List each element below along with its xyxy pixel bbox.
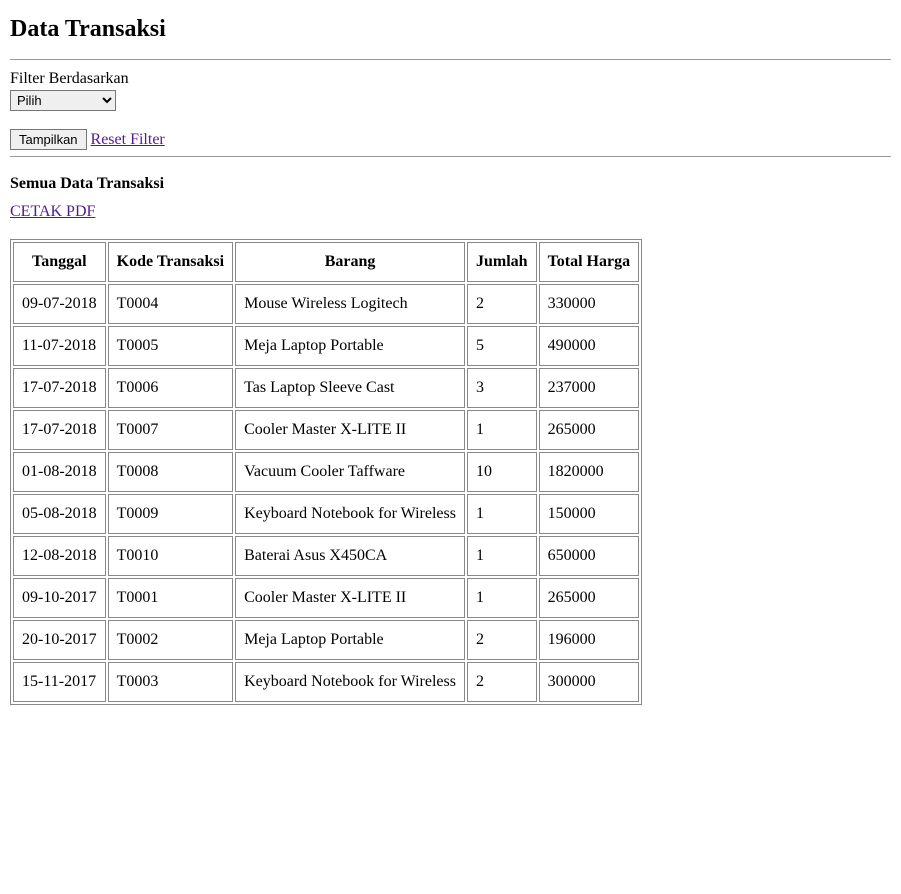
table-cell: 196000 (539, 620, 640, 660)
table-cell: 05-08-2018 (13, 494, 106, 534)
table-cell: 265000 (539, 410, 640, 450)
table-cell: 15-11-2017 (13, 662, 106, 702)
table-cell: Meja Laptop Portable (235, 620, 465, 660)
table-cell: Cooler Master X-LITE II (235, 410, 465, 450)
col-kode-transaksi: Kode Transaksi (108, 242, 233, 282)
table-row: 05-08-2018T0009Keyboard Notebook for Wir… (13, 494, 639, 534)
table-row: 09-10-2017T0001Cooler Master X-LITE II12… (13, 578, 639, 618)
show-button[interactable]: Tampilkan (10, 129, 87, 150)
table-cell: Baterai Asus X450CA (235, 536, 465, 576)
table-cell: T0002 (108, 620, 233, 660)
table-cell: 01-08-2018 (13, 452, 106, 492)
table-cell: 1 (467, 578, 537, 618)
col-tanggal: Tanggal (13, 242, 106, 282)
filter-label: Filter Berdasarkan (10, 70, 891, 88)
table-cell: Meja Laptop Portable (235, 326, 465, 366)
divider (10, 156, 891, 157)
table-cell: 1 (467, 494, 537, 534)
table-cell: 1 (467, 536, 537, 576)
table-cell: 3 (467, 368, 537, 408)
table-cell: 17-07-2018 (13, 410, 106, 450)
table-cell: 150000 (539, 494, 640, 534)
col-jumlah: Jumlah (467, 242, 537, 282)
table-row: 01-08-2018T0008Vacuum Cooler Taffware101… (13, 452, 639, 492)
table-row: 17-07-2018T0006Tas Laptop Sleeve Cast323… (13, 368, 639, 408)
table-body: 09-07-2018T0004Mouse Wireless Logitech23… (13, 284, 639, 702)
transactions-table: Tanggal Kode Transaksi Barang Jumlah Tot… (10, 239, 642, 705)
table-row: 12-08-2018T0010Baterai Asus X450CA165000… (13, 536, 639, 576)
table-cell: 12-08-2018 (13, 536, 106, 576)
col-total-harga: Total Harga (539, 242, 640, 282)
table-row: 15-11-2017T0003Keyboard Notebook for Wir… (13, 662, 639, 702)
table-cell: 330000 (539, 284, 640, 324)
table-cell: T0008 (108, 452, 233, 492)
table-cell: Tas Laptop Sleeve Cast (235, 368, 465, 408)
table-row: 11-07-2018T0005Meja Laptop Portable54900… (13, 326, 639, 366)
page-title: Data Transaksi (10, 16, 891, 43)
filter-select[interactable]: Pilih (10, 90, 116, 111)
table-cell: T0003 (108, 662, 233, 702)
table-cell: 2 (467, 662, 537, 702)
divider (10, 59, 891, 60)
table-cell: 300000 (539, 662, 640, 702)
table-cell: 2 (467, 284, 537, 324)
table-cell: 20-10-2017 (13, 620, 106, 660)
table-cell: T0004 (108, 284, 233, 324)
table-cell: T0006 (108, 368, 233, 408)
table-cell: T0007 (108, 410, 233, 450)
table-cell: 09-07-2018 (13, 284, 106, 324)
table-cell: 10 (467, 452, 537, 492)
table-cell: T0010 (108, 536, 233, 576)
table-row: 17-07-2018T0007Cooler Master X-LITE II12… (13, 410, 639, 450)
table-cell: Keyboard Notebook for Wireless (235, 494, 465, 534)
table-cell: 2 (467, 620, 537, 660)
table-cell: Keyboard Notebook for Wireless (235, 662, 465, 702)
table-cell: 490000 (539, 326, 640, 366)
table-cell: 237000 (539, 368, 640, 408)
table-cell: 650000 (539, 536, 640, 576)
data-subtitle: Semua Data Transaksi (10, 175, 891, 193)
table-cell: 265000 (539, 578, 640, 618)
table-cell: 5 (467, 326, 537, 366)
table-cell: T0005 (108, 326, 233, 366)
table-header-row: Tanggal Kode Transaksi Barang Jumlah Tot… (13, 242, 639, 282)
table-cell: 11-07-2018 (13, 326, 106, 366)
table-cell: Vacuum Cooler Taffware (235, 452, 465, 492)
table-cell: T0001 (108, 578, 233, 618)
table-cell: 1820000 (539, 452, 640, 492)
table-cell: 09-10-2017 (13, 578, 106, 618)
table-cell: Cooler Master X-LITE II (235, 578, 465, 618)
reset-filter-link[interactable]: Reset Filter (91, 131, 165, 148)
table-cell: T0009 (108, 494, 233, 534)
table-row: 09-07-2018T0004Mouse Wireless Logitech23… (13, 284, 639, 324)
table-row: 20-10-2017T0002Meja Laptop Portable21960… (13, 620, 639, 660)
print-pdf-link[interactable]: CETAK PDF (10, 203, 95, 220)
col-barang: Barang (235, 242, 465, 282)
table-cell: 17-07-2018 (13, 368, 106, 408)
table-cell: Mouse Wireless Logitech (235, 284, 465, 324)
table-cell: 1 (467, 410, 537, 450)
